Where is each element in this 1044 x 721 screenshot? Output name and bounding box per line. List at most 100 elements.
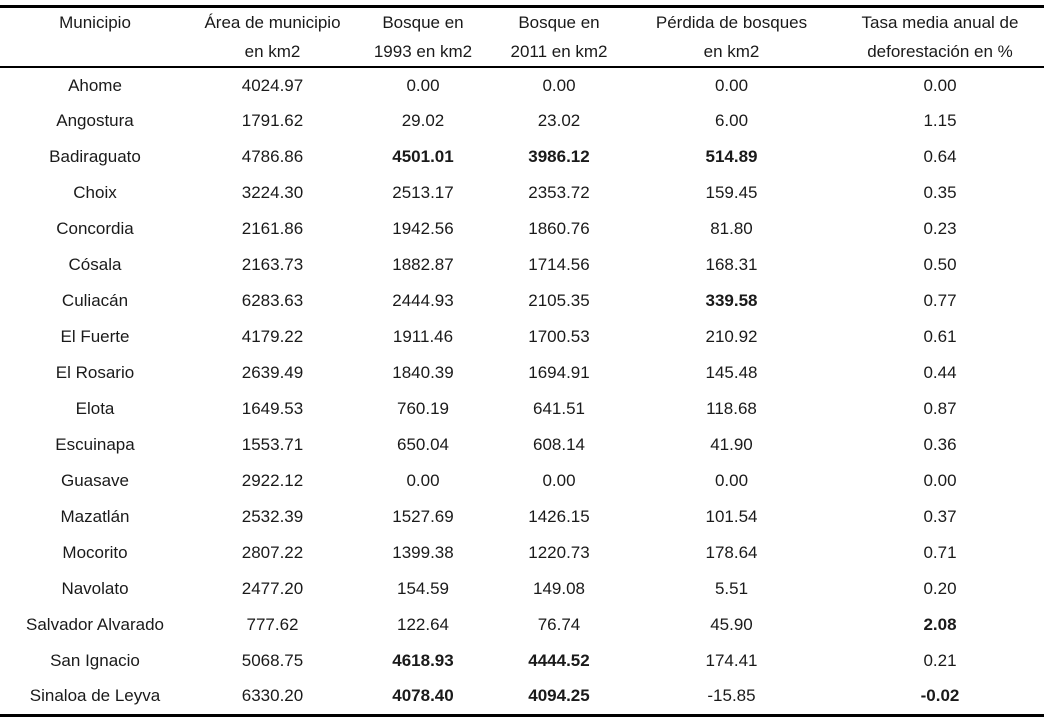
cell-bosque-1993-km2: 4078.40 [392, 686, 454, 706]
cell-perdida-km2: 0.00 [714, 471, 749, 490]
col-header-area-line1: Área de municipio [204, 13, 341, 32]
cell-tasa-pct: 0.37 [923, 507, 957, 526]
cell-tasa-pct: 0.35 [923, 183, 957, 202]
cell-area-km2: 777.62 [246, 615, 299, 634]
cell-municipio: Cósala [68, 255, 122, 274]
cell-area-km2: 2922.12 [241, 471, 304, 490]
table-row: Ahome 4024.97 0.00 0.00 0.00 0.00 [0, 67, 1044, 103]
cell-bosque-1993-km2: 1882.87 [392, 255, 454, 274]
cell-tasa-pct: 0.61 [923, 327, 957, 346]
cell-bosque-2011-km2: 2105.35 [528, 291, 590, 310]
cell-bosque-1993-km2: 1399.38 [392, 543, 454, 562]
cell-municipio: Elota [75, 399, 115, 418]
cell-bosque-2011-km2: 149.08 [533, 579, 585, 598]
cell-area-km2: 3224.30 [241, 183, 304, 202]
cell-area-km2: 6283.63 [241, 291, 304, 310]
cell-bosque-2011-km2: 641.51 [533, 399, 585, 418]
col-header-municipio-line1: Municipio [59, 13, 131, 32]
cell-bosque-1993-km2: 122.64 [397, 615, 449, 634]
table-row: Sinaloa de Leyva 6330.20 4078.40 4094.25 -15… [0, 679, 1044, 715]
table-row: El Fuerte 4179.22 1911.46 1700.53 210.92 0.61 [0, 319, 1044, 355]
cell-bosque-1993-km2: 2513.17 [392, 183, 454, 202]
cell-perdida-km2: 145.48 [705, 363, 758, 382]
cell-bosque-2011-km2: 23.02 [537, 111, 581, 130]
table-row: Choix 3224.30 2513.17 2353.72 159.45 0.35 [0, 175, 1044, 211]
cell-area-km2: 1649.53 [241, 399, 304, 418]
table-header: Municipio Área de municipio en km2 Bosqu… [0, 7, 1044, 68]
cell-tasa-pct: 0.20 [923, 579, 957, 598]
table-row: Mazatlán 2532.39 1527.69 1426.15 101.54 0.37 [0, 499, 1044, 535]
cell-bosque-2011-km2: 1694.91 [528, 363, 590, 382]
cell-tasa-pct: 0.71 [923, 543, 957, 562]
table-row: Badiraguato 4786.86 4501.01 3986.12 514.89 0.… [0, 139, 1044, 175]
cell-tasa-pct: 2.08 [923, 615, 957, 634]
col-header-tasa-line1: Tasa media anual de [861, 13, 1019, 32]
cell-bosque-1993-km2: 1527.69 [392, 507, 454, 526]
cell-perdida-km2: -15.85 [707, 686, 756, 706]
cell-bosque-2011-km2: 1700.53 [528, 327, 590, 346]
cell-bosque-1993-km2: 4618.93 [392, 651, 454, 670]
table-row: Cósala 2163.73 1882.87 1714.56 168.31 0.50 [0, 247, 1044, 283]
cell-municipio: Angostura [56, 111, 134, 130]
cell-municipio: Choix [73, 183, 117, 202]
cell-tasa-pct: 0.50 [923, 255, 957, 274]
cell-bosque-1993-km2: 4501.01 [392, 147, 454, 166]
table-row: Elota 1649.53 760.19 641.51 118.68 0.87 [0, 391, 1044, 427]
cell-tasa-pct: 0.23 [923, 219, 957, 238]
cell-area-km2: 6330.20 [241, 686, 304, 706]
cell-municipio: Mocorito [62, 543, 128, 562]
cell-area-km2: 2163.73 [241, 255, 304, 274]
cell-bosque-1993-km2: 760.19 [397, 399, 449, 418]
cell-perdida-km2: 514.89 [705, 147, 758, 166]
cell-perdida-km2: 339.58 [705, 291, 758, 310]
cell-bosque-2011-km2: 0.00 [542, 75, 576, 95]
cell-area-km2: 1553.71 [241, 435, 304, 454]
cell-bosque-1993-km2: 1942.56 [392, 219, 454, 238]
cell-bosque-2011-km2: 1860.76 [528, 219, 590, 238]
table-body: Ahome 4024.97 0.00 0.00 0.00 0.00 Angostura 179… [0, 67, 1044, 715]
cell-bosque-2011-km2: 2353.72 [528, 183, 590, 202]
cell-tasa-pct: 0.77 [923, 291, 957, 310]
cell-bosque-1993-km2: 0.00 [406, 75, 440, 95]
cell-tasa-pct: 0.36 [923, 435, 957, 454]
cell-bosque-1993-km2: 1840.39 [392, 363, 454, 382]
cell-perdida-km2: 210.92 [705, 327, 758, 346]
cell-bosque-2011-km2: 1220.73 [528, 543, 590, 562]
cell-tasa-pct: 0.00 [923, 75, 957, 95]
table-row: Culiacán 6283.63 2444.93 2105.35 339.58 0.77 [0, 283, 1044, 319]
cell-bosque-2011-km2: 608.14 [533, 435, 585, 454]
cell-area-km2: 2532.39 [241, 507, 304, 526]
col-header-perdida-line2: en km2 [703, 42, 760, 61]
cell-municipio: Salvador Alvarado [26, 615, 164, 634]
cell-tasa-pct: 0.64 [923, 147, 957, 166]
cell-municipio: El Rosario [55, 363, 135, 382]
cell-municipio: Badiraguato [49, 147, 141, 166]
cell-tasa-pct: 0.21 [923, 651, 957, 670]
col-header-area-line2: en km2 [244, 42, 301, 61]
cell-municipio: El Fuerte [60, 327, 130, 346]
cell-tasa-pct: 0.87 [923, 399, 957, 418]
cell-area-km2: 2639.49 [241, 363, 304, 382]
table-row: Escuinapa 1553.71 650.04 608.14 41.90 0.36 [0, 427, 1044, 463]
cell-area-km2: 4179.22 [241, 327, 304, 346]
col-header-bosque-1993-line1: Bosque en [382, 13, 464, 32]
col-header-perdida-line1: Pérdida de bosques [655, 13, 808, 32]
cell-bosque-1993-km2: 2444.93 [392, 291, 454, 310]
cell-perdida-km2: 174.41 [705, 651, 758, 670]
cell-area-km2: 1791.62 [241, 111, 304, 130]
cell-bosque-1993-km2: 154.59 [397, 579, 449, 598]
cell-municipio: Escuinapa [55, 435, 135, 454]
cell-municipio: Concordia [56, 219, 134, 238]
cell-perdida-km2: 0.00 [714, 75, 749, 95]
cell-area-km2: 2807.22 [241, 543, 304, 562]
col-header-municipio-line2 [0, 37, 190, 66]
table-row: Salvador Alvarado 777.62 122.64 76.74 45.90 2… [0, 607, 1044, 643]
cell-perdida-km2: 101.54 [705, 507, 758, 526]
col-header-tasa-line2: deforestación en % [867, 42, 1013, 61]
cell-area-km2: 5068.75 [241, 651, 304, 670]
table-row: El Rosario 2639.49 1840.39 1694.91 145.48 0.4… [0, 355, 1044, 391]
table-row: San Ignacio 5068.75 4618.93 4444.52 174.41 0.… [0, 643, 1044, 679]
cell-perdida-km2: 45.90 [710, 615, 753, 634]
cell-municipio: Culiacán [61, 291, 129, 310]
col-header-perdida: Pérdida de bosques en km2 [627, 7, 836, 68]
